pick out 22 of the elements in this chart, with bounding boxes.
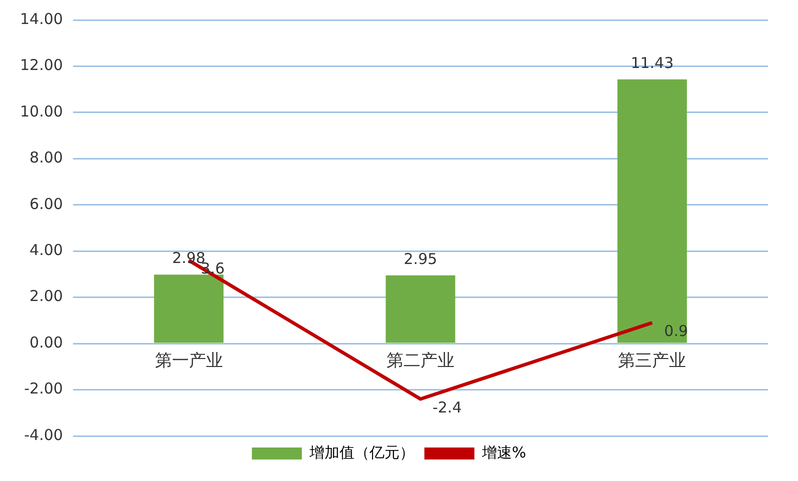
x-tick-label: 第三产业 [618, 351, 686, 372]
y-tick-label: 10.00 [20, 102, 63, 120]
y-tick-label: -2.00 [24, 380, 63, 398]
bar [386, 275, 456, 343]
bar [617, 79, 687, 343]
y-tick-label: 4.00 [30, 241, 63, 259]
data-label: 2.95 [404, 250, 438, 268]
y-tick-label: -4.00 [24, 426, 63, 444]
bar [154, 274, 224, 343]
y-tick-label: 14.00 [20, 10, 63, 28]
x-tick-label: 第一产业 [154, 351, 223, 372]
data-label: 11.43 [630, 54, 674, 72]
y-tick-label: 6.00 [30, 194, 63, 213]
legend-label: 增加值（亿元） [308, 443, 414, 462]
legend-label: 增速% [480, 443, 526, 462]
data-label: -2.4 [432, 398, 462, 416]
x-tick-label: 第二产业 [386, 351, 454, 372]
y-tick-label: 0.00 [30, 333, 63, 352]
y-tick-label: 2.00 [30, 287, 63, 306]
data-label: 0.9 [664, 322, 688, 340]
y-tick-label: 8.00 [30, 148, 63, 167]
y-tick-label: 12.00 [20, 56, 63, 74]
